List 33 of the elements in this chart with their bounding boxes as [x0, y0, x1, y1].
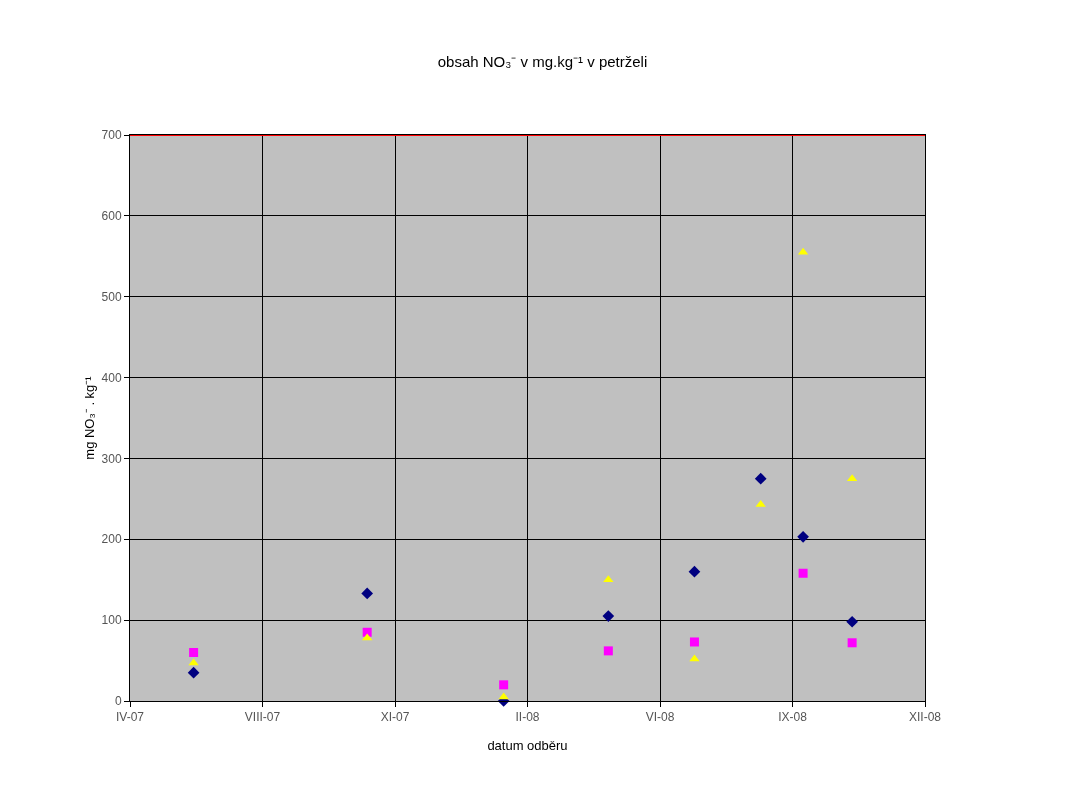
x-tick-label: IV-07: [115, 710, 145, 725]
point: [499, 680, 509, 690]
x-tick-label: XI-07: [380, 710, 410, 725]
y-tick-label: 500: [101, 289, 122, 304]
point: [498, 692, 509, 700]
y-tick-label: 400: [101, 370, 122, 385]
x-tick-label: XII-08: [908, 710, 942, 725]
point: [187, 666, 200, 679]
point: [754, 472, 767, 485]
y-tick-label: 300: [101, 451, 122, 466]
point: [688, 565, 701, 578]
y-axis-title: mg NO₃⁻ . kg⁻¹: [82, 375, 97, 460]
point: [846, 615, 858, 628]
x-tick-label: VIII-07: [244, 710, 281, 725]
point: [689, 637, 699, 647]
point: [602, 610, 615, 622]
x-tick-label: II-08: [515, 710, 540, 725]
point: [189, 647, 199, 657]
y-tick-label: 600: [101, 209, 122, 224]
x-tick-label: VI-08: [645, 710, 675, 725]
point: [603, 646, 613, 656]
y-tick-label: 200: [101, 532, 122, 547]
chart-title: obsah NO₃⁻ v mg.kg⁻¹ v petrželi: [437, 52, 648, 70]
y-tick-label: 0: [114, 694, 122, 709]
point: [798, 568, 808, 578]
point: [847, 638, 857, 648]
point: [361, 587, 374, 600]
y-tick-label: 700: [101, 128, 122, 143]
x-tick-label: IX-08: [778, 710, 808, 725]
y-tick-label: 100: [101, 613, 122, 628]
x-axis-title: datum odběru: [487, 738, 568, 753]
point: [797, 531, 809, 543]
point: [689, 654, 700, 662]
